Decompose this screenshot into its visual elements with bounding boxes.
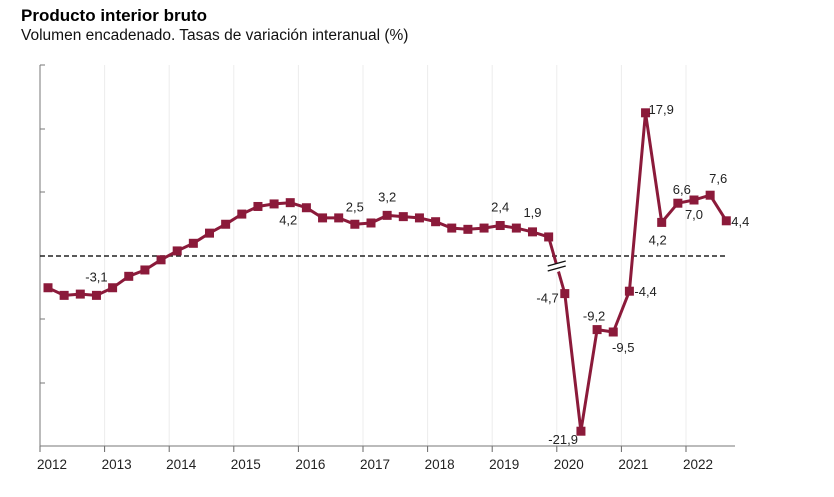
data-point-2013Q4 bbox=[156, 255, 166, 265]
data-point-2012Q1 bbox=[43, 283, 53, 293]
data-label-2022Q1: 7,0 bbox=[685, 207, 703, 222]
data-point-2016Q1 bbox=[301, 203, 311, 213]
data-point-2022Q3 bbox=[721, 216, 731, 226]
data-point-2017Q4 bbox=[414, 213, 424, 223]
data-point-2020Q4 bbox=[608, 327, 618, 337]
data-point-2014Q3 bbox=[205, 228, 214, 238]
data-label-2021Q3: 4,2 bbox=[649, 232, 667, 247]
data-point-2020Q2 bbox=[576, 426, 586, 436]
data-point-2019Q1 bbox=[495, 221, 505, 231]
chart-title: Producto interior bruto bbox=[21, 6, 208, 25]
x-tick-label: 2022 bbox=[683, 457, 713, 472]
data-point-2018Q1 bbox=[431, 217, 441, 227]
data-point-2013Q3 bbox=[140, 265, 150, 275]
data-label-2021Q2: 17,9 bbox=[649, 102, 674, 117]
data-point-2012Q4 bbox=[91, 290, 101, 300]
data-point-2014Q1 bbox=[172, 246, 182, 256]
data-label-2020Q4: -9,5 bbox=[612, 340, 634, 355]
data-label-2012Q4: -3,1 bbox=[85, 269, 107, 284]
data-point-2016Q3 bbox=[334, 213, 344, 223]
data-point-2022Q2 bbox=[705, 190, 715, 200]
x-tick-label: 2021 bbox=[618, 457, 648, 472]
data-point-2022Q1 bbox=[689, 195, 699, 205]
data-point-2012Q3 bbox=[75, 289, 85, 299]
data-point-2016Q4 bbox=[350, 219, 360, 229]
x-tick-label: 2012 bbox=[37, 457, 67, 472]
data-label-2022Q2: 7,6 bbox=[709, 171, 727, 186]
data-point-2020Q3 bbox=[592, 325, 602, 335]
x-tick-label: 2014 bbox=[166, 457, 197, 472]
x-tick-label: 2017 bbox=[360, 457, 390, 472]
x-tick-label: 2016 bbox=[295, 457, 325, 472]
data-point-2013Q1 bbox=[108, 283, 118, 293]
data-point-2018Q3 bbox=[463, 224, 473, 234]
scale-break-mark bbox=[547, 260, 566, 267]
data-label-2021Q4: 6,6 bbox=[673, 182, 691, 197]
data-label-2017Q2: 3,2 bbox=[378, 189, 396, 204]
x-tick-label: 2020 bbox=[554, 457, 584, 472]
data-label-2015Q4: 4,2 bbox=[279, 213, 297, 228]
data-label-2020Q2: -21,9 bbox=[548, 432, 578, 447]
data-point-2019Q4 bbox=[544, 232, 554, 242]
data-point-2021Q4 bbox=[673, 198, 683, 208]
data-point-2018Q4 bbox=[479, 223, 489, 233]
data-point-2017Q1 bbox=[366, 218, 376, 228]
data-point-2020Q1 bbox=[560, 289, 570, 299]
data-point-2015Q4 bbox=[285, 198, 295, 208]
data-point-2021Q3 bbox=[657, 217, 667, 227]
gdp-series-line bbox=[47, 111, 728, 433]
x-tick-label: 2019 bbox=[489, 457, 519, 472]
data-label-2020Q3: -9,2 bbox=[583, 309, 605, 324]
data-point-2015Q1 bbox=[237, 209, 247, 219]
x-tick-label: 2013 bbox=[102, 457, 132, 472]
data-label-2020Q1: -4,7 bbox=[536, 291, 558, 306]
data-point-2021Q1 bbox=[624, 286, 634, 296]
data-point-2014Q4 bbox=[221, 219, 231, 229]
data-point-2015Q3 bbox=[269, 199, 279, 209]
data-point-2021Q2 bbox=[641, 108, 651, 118]
scale-break-mark bbox=[547, 265, 566, 272]
data-point-2019Q2 bbox=[511, 223, 521, 233]
data-label-2021Q1: -4,4 bbox=[634, 284, 656, 299]
data-point-2017Q2 bbox=[382, 210, 392, 220]
x-tick-label: 2015 bbox=[231, 457, 261, 472]
data-label-2019Q1: 2,4 bbox=[491, 200, 509, 215]
data-point-2012Q2 bbox=[59, 290, 69, 300]
x-tick-label: 2018 bbox=[425, 457, 455, 472]
data-point-2019Q3 bbox=[528, 227, 537, 237]
data-label-2022Q3: 4,4 bbox=[731, 214, 749, 229]
data-point-2015Q2 bbox=[253, 201, 263, 211]
data-label-2016Q4: 2,5 bbox=[346, 199, 364, 214]
data-point-2013Q2 bbox=[124, 271, 134, 281]
data-point-2018Q2 bbox=[447, 223, 457, 233]
data-point-2017Q3 bbox=[398, 212, 408, 222]
data-point-2016Q2 bbox=[318, 213, 328, 223]
chart-subtitle: Volumen encadenado. Tasas de variación i… bbox=[21, 27, 409, 44]
data-label-2019Q3: 1,9 bbox=[523, 205, 541, 220]
data-point-2014Q2 bbox=[188, 238, 198, 248]
